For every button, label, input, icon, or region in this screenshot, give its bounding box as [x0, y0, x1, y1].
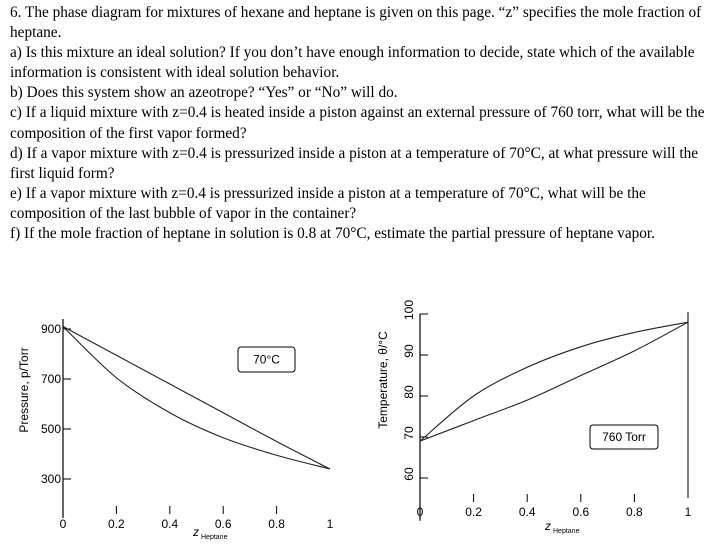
x-tick-label: 0.4 [519, 505, 536, 519]
x-tick-label: 0.4 [161, 517, 178, 531]
question-text: 6. The phase diagram for mixtures of hex… [10, 3, 716, 244]
y-tick-label: 90 [402, 344, 416, 358]
question-part-f: f) If the mole fraction of heptane in so… [10, 225, 655, 243]
series-curve-1 [419, 321, 689, 442]
x-axis-label: z [544, 519, 551, 533]
x-tick-label: 0 [60, 517, 67, 531]
question-part-c: c) If a liquid mixture with z=0.4 is hea… [10, 104, 705, 142]
x-axis-label: z [192, 525, 199, 539]
x-tick-label: 0.6 [572, 505, 589, 519]
series-curve-2 [62, 326, 331, 470]
y-tick-label: 80 [402, 385, 416, 399]
y-tick-label: 70 [402, 426, 416, 440]
y-tick-label: 100 [402, 300, 416, 320]
temperature-composition-chart: 60 70 80 90 100 0 0.2 0.4 0.6 0.8 1 760 Torr Tempera… [376, 300, 692, 535]
pressure-composition-chart: 300 500 700 900 0 0.2 0.4 0.6 0.8 1 70°C Pressure, … [17, 319, 334, 541]
x-tick-label: 0.8 [626, 505, 643, 519]
condition-box [237, 346, 296, 373]
condition-box [589, 424, 659, 450]
question-part-d: d) If a vapor mixture with z=0.4 is pres… [10, 144, 699, 182]
series-curve-1 [62, 326, 331, 470]
y-axis-label: Temperature, θ/°C [376, 331, 390, 429]
y-axis-label: Pressure, p/Torr [17, 347, 31, 432]
x-tick-label: 0.2 [108, 517, 125, 531]
x-tick-label: 0 [417, 505, 424, 519]
question-part-b: b) Does this system show an azeotrope? “… [10, 84, 398, 102]
x-tick-label: 1 [685, 505, 692, 519]
x-tick-label: 0.8 [268, 517, 285, 531]
x-axis-label-subscript: Heptane [201, 534, 228, 541]
x-tick-label: 0.6 [215, 517, 232, 531]
y-tick-label: 500 [41, 422, 61, 436]
y-tick-label: 60 [402, 467, 416, 481]
y-tick-label: 300 [41, 472, 61, 486]
question-intro: 6. The phase diagram for mixtures of hex… [10, 4, 702, 42]
y-tick-label: 700 [41, 372, 61, 386]
y-tick-label: 900 [41, 322, 61, 336]
condition-label: 70°C [253, 353, 280, 367]
question-part-e: e) If a vapor mixture with z=0.4 is pres… [10, 184, 646, 222]
x-axis-label-subscript: Heptane [553, 528, 580, 535]
x-tick-label: 0.2 [465, 505, 482, 519]
condition-label: 760 Torr [602, 430, 646, 444]
question-part-a: a) Is this mixture an ideal solution? If… [10, 44, 695, 82]
series-curve-2 [419, 321, 689, 442]
x-tick-label: 1 [327, 517, 334, 531]
